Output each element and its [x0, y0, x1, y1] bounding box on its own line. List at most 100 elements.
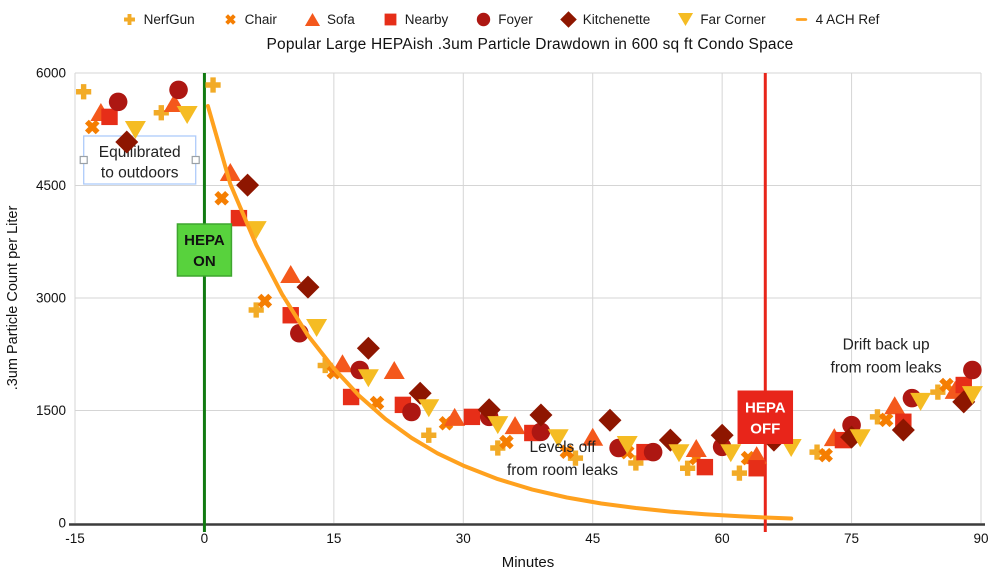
point-foyer — [169, 80, 188, 100]
x-axis-title: Minutes — [502, 554, 555, 571]
point-far-corner — [616, 436, 638, 454]
textbox-line: Equilibrated — [99, 144, 181, 161]
x-icon — [224, 13, 236, 25]
point-chair — [214, 190, 229, 206]
triangle-up-icon — [304, 12, 320, 26]
note-drift-back: Drift back up — [843, 337, 930, 354]
textbox-line: to outdoors — [101, 165, 179, 182]
x-tick-label: -15 — [65, 531, 85, 546]
point-nerfgun — [628, 455, 644, 471]
point-far-corner — [418, 399, 440, 418]
point-kitchenette — [356, 336, 380, 360]
point-far-corner — [306, 319, 328, 337]
point-nearby — [696, 458, 714, 476]
hepa-on-label: ON — [193, 253, 216, 270]
legend-item-foyer[interactable]: Foyer — [475, 11, 533, 28]
point-kitchenette — [236, 173, 260, 197]
point-foyer — [531, 422, 551, 442]
point-sofa — [331, 354, 353, 373]
legend-item-nerfgun[interactable]: NerfGun — [121, 11, 195, 28]
legend-item-4-ach-ref[interactable]: 4 ACH Ref — [793, 11, 879, 28]
point-nerfgun — [809, 444, 825, 460]
point-nerfgun — [153, 105, 169, 121]
series-nerfgun — [76, 77, 946, 481]
point-foyer — [108, 92, 128, 112]
hepa-off-label-box[interactable] — [737, 390, 794, 444]
series-chair — [84, 119, 954, 466]
y-tick-label: 3000 — [36, 291, 66, 306]
point-nearby — [463, 408, 481, 426]
equilibrated-textbox[interactable] — [83, 135, 197, 185]
point-nerfgun — [248, 302, 264, 318]
note-levels-off: Levels off — [529, 439, 596, 456]
legend-item-chair[interactable]: Chair — [222, 11, 277, 28]
y-tick-label: 0 — [58, 516, 66, 531]
point-sofa — [444, 407, 466, 426]
line-glyph — [795, 17, 807, 21]
legend-item-far-corner[interactable]: Far Corner — [677, 11, 766, 28]
point-kitchenette — [529, 403, 553, 427]
point-chair — [499, 434, 514, 450]
point-kitchenette — [710, 423, 734, 447]
chart-title: Popular Large HEPAish .3um Particle Draw… — [266, 36, 794, 53]
square-glyph — [384, 13, 397, 25]
ref-line-4ach — [205, 104, 794, 521]
point-nerfgun — [567, 450, 584, 466]
point-sofa — [884, 396, 906, 415]
triangle-up-glyph — [304, 12, 320, 26]
legend-item-kitchenette[interactable]: Kitchenette — [559, 10, 650, 28]
point-far-corner — [176, 106, 198, 124]
point-chair — [818, 447, 833, 463]
note-drift-back: from room leaks — [831, 360, 942, 377]
x-tick-label: 0 — [201, 531, 209, 546]
selection-handle[interactable] — [79, 155, 88, 165]
hepa-on-label: HEPA — [184, 232, 225, 249]
series-kitchenette — [115, 130, 976, 452]
point-chair — [84, 119, 100, 135]
hepa-off-label: HEPA — [745, 399, 786, 416]
point-kitchenette — [115, 130, 139, 154]
series-foyer — [108, 80, 982, 462]
circle-icon — [477, 12, 491, 26]
point-chair — [939, 377, 954, 393]
point-sofa — [746, 446, 768, 465]
series-far-corner — [124, 106, 983, 463]
point-nerfgun — [317, 357, 333, 374]
point-sofa — [504, 416, 526, 435]
point-foyer — [402, 402, 421, 422]
legend-label: Far Corner — [700, 11, 766, 27]
point-far-corner — [357, 369, 379, 388]
x-glyph — [224, 13, 236, 25]
point-far-corner — [720, 444, 742, 463]
y-tick-label: 1500 — [36, 403, 66, 418]
x-tick-label: 60 — [715, 531, 730, 546]
selection-handle[interactable] — [191, 155, 200, 165]
point-nearby — [101, 108, 118, 126]
point-nerfgun — [930, 384, 946, 400]
x-tick-label: 75 — [844, 531, 859, 546]
legend-label: Foyer — [498, 11, 533, 27]
hepa-on-label-box[interactable] — [176, 223, 233, 277]
x-tick-label: 15 — [326, 531, 341, 546]
point-far-corner — [910, 392, 932, 411]
note-levels-off: from room leaks — [507, 462, 618, 479]
point-chair — [257, 293, 273, 309]
legend-label: NerfGun — [143, 11, 195, 27]
triangle-down-glyph — [678, 12, 694, 26]
point-nerfgun — [680, 460, 696, 476]
legend-item-nearby[interactable]: Nearby — [382, 11, 448, 28]
diamond-icon — [559, 10, 577, 28]
legend-item-sofa[interactable]: Sofa — [304, 11, 355, 28]
diamond-glyph — [559, 10, 577, 28]
point-sofa — [383, 361, 405, 379]
point-far-corner — [245, 221, 267, 240]
y-tick-label: 6000 — [36, 66, 66, 81]
point-sofa — [582, 427, 604, 446]
point-far-corner — [124, 121, 146, 139]
square-icon — [384, 13, 397, 25]
triangle-down-icon — [678, 12, 694, 26]
point-far-corner — [961, 386, 983, 405]
point-nerfgun — [490, 440, 506, 456]
point-far-corner — [547, 429, 569, 448]
